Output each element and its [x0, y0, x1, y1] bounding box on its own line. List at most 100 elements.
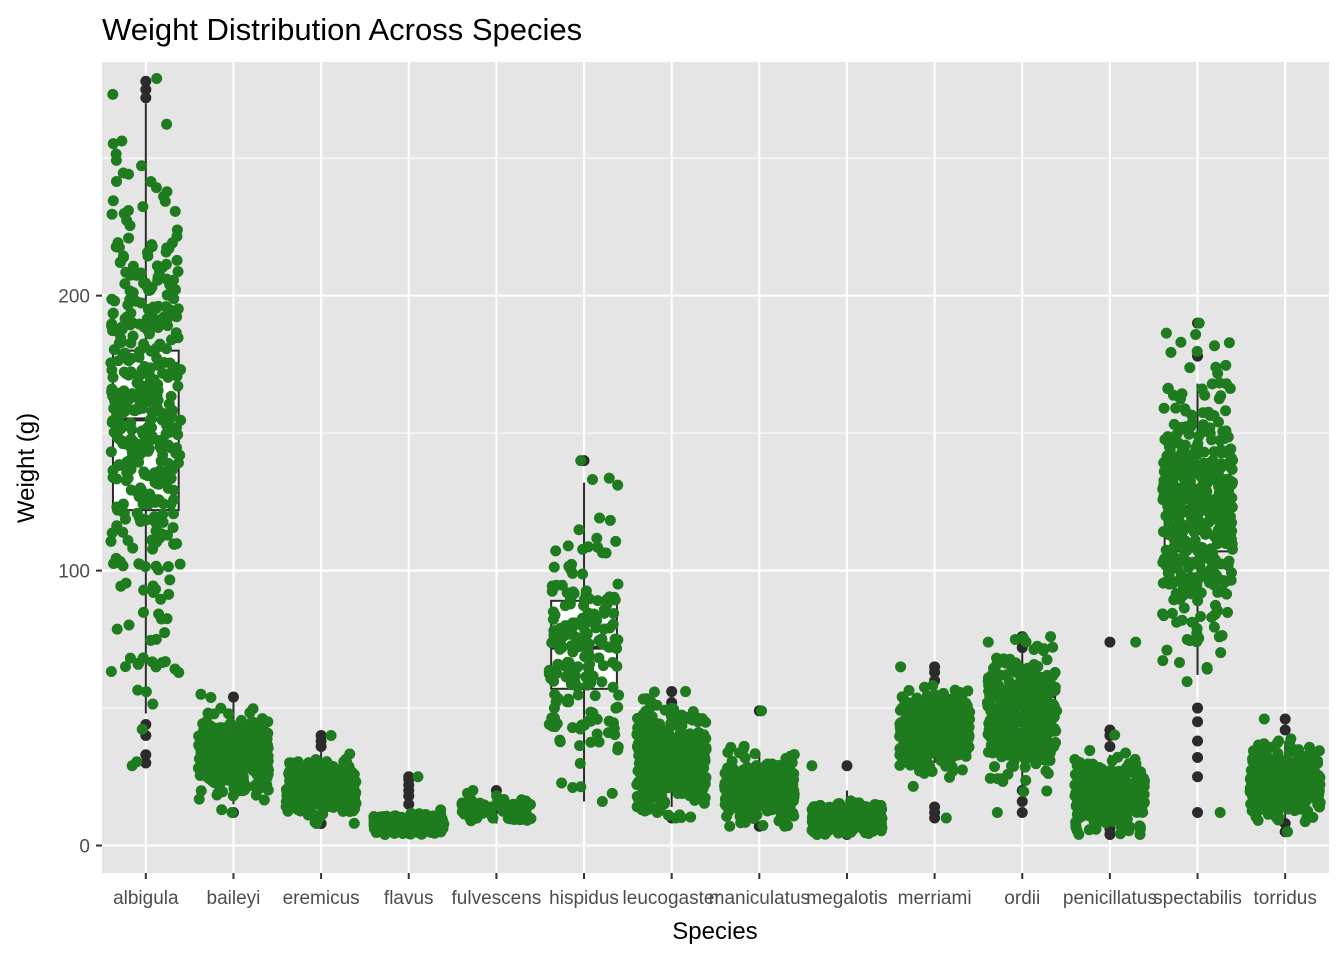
data-point	[397, 828, 408, 839]
data-point	[175, 415, 186, 426]
data-point	[156, 614, 167, 625]
data-point	[652, 732, 663, 743]
data-point	[904, 742, 915, 753]
data-point	[120, 313, 131, 324]
data-point	[601, 547, 612, 558]
data-point	[120, 368, 131, 379]
data-point	[756, 705, 767, 716]
data-point	[332, 791, 343, 802]
data-point	[551, 668, 562, 679]
data-point	[227, 807, 238, 818]
outlier-point	[1192, 716, 1203, 727]
data-point	[162, 312, 173, 323]
data-point	[160, 656, 171, 667]
data-point	[1174, 657, 1185, 668]
data-point	[161, 428, 172, 439]
data-point	[1046, 740, 1057, 751]
data-point	[1135, 824, 1146, 835]
data-point	[126, 464, 137, 475]
data-point	[597, 639, 608, 650]
data-point	[1001, 658, 1012, 669]
data-point	[989, 761, 1000, 772]
data-point	[633, 738, 644, 749]
data-point	[582, 629, 593, 640]
data-point	[1086, 777, 1097, 788]
data-point	[1091, 803, 1102, 814]
outlier-point	[1104, 637, 1115, 648]
data-point	[919, 768, 930, 779]
data-point	[737, 767, 748, 778]
data-point	[647, 748, 658, 759]
data-point	[263, 769, 274, 780]
data-point	[136, 297, 147, 308]
data-point	[960, 698, 971, 709]
data-point	[163, 561, 174, 572]
data-point	[106, 294, 117, 305]
data-point	[1186, 482, 1197, 493]
data-point	[134, 512, 145, 523]
data-point	[690, 730, 701, 741]
data-point	[149, 385, 160, 396]
data-point	[1224, 337, 1235, 348]
outlier-point	[1017, 796, 1028, 807]
data-point	[469, 802, 480, 813]
data-point	[106, 320, 117, 331]
data-point	[549, 689, 560, 700]
data-point	[194, 794, 205, 805]
data-point	[107, 89, 118, 100]
data-point	[550, 545, 561, 556]
data-point	[660, 740, 671, 751]
data-point	[1159, 403, 1170, 414]
data-point	[666, 711, 677, 722]
data-point	[1209, 622, 1220, 633]
data-point	[1041, 786, 1052, 797]
data-point	[320, 781, 331, 792]
data-point	[151, 661, 162, 672]
data-point	[962, 685, 973, 696]
data-point	[1224, 531, 1235, 542]
data-point	[604, 591, 615, 602]
data-point	[1042, 654, 1053, 665]
data-point	[1001, 689, 1012, 700]
data-point	[1086, 765, 1097, 776]
data-point	[612, 579, 623, 590]
data-point	[1213, 417, 1224, 428]
data-point	[1045, 702, 1056, 713]
data-point	[685, 812, 696, 823]
data-point	[1022, 665, 1033, 676]
data-point	[944, 772, 955, 783]
data-point	[1157, 557, 1168, 568]
data-point	[112, 624, 123, 635]
data-point	[151, 353, 162, 364]
data-point	[106, 365, 117, 376]
data-point	[131, 756, 142, 767]
data-point	[135, 482, 146, 493]
data-point	[435, 818, 446, 829]
data-point	[647, 784, 658, 795]
data-point	[168, 508, 179, 519]
data-point	[1205, 543, 1216, 554]
data-point	[200, 744, 211, 755]
data-point	[172, 381, 183, 392]
data-point	[565, 663, 576, 674]
data-point	[653, 758, 664, 769]
data-point	[772, 761, 783, 772]
data-point	[122, 300, 133, 311]
data-point	[1182, 676, 1193, 687]
data-point	[298, 791, 309, 802]
data-point	[170, 206, 181, 217]
data-point	[548, 606, 559, 617]
data-point	[311, 798, 322, 809]
data-point	[1210, 558, 1221, 569]
data-point	[1110, 798, 1121, 809]
data-point	[577, 544, 588, 555]
data-point	[544, 719, 555, 730]
data-point	[750, 748, 761, 759]
data-point	[670, 739, 681, 750]
data-point	[590, 690, 601, 701]
data-point	[927, 680, 938, 691]
data-point	[610, 703, 621, 714]
data-point	[349, 776, 360, 787]
data-point	[1188, 558, 1199, 569]
